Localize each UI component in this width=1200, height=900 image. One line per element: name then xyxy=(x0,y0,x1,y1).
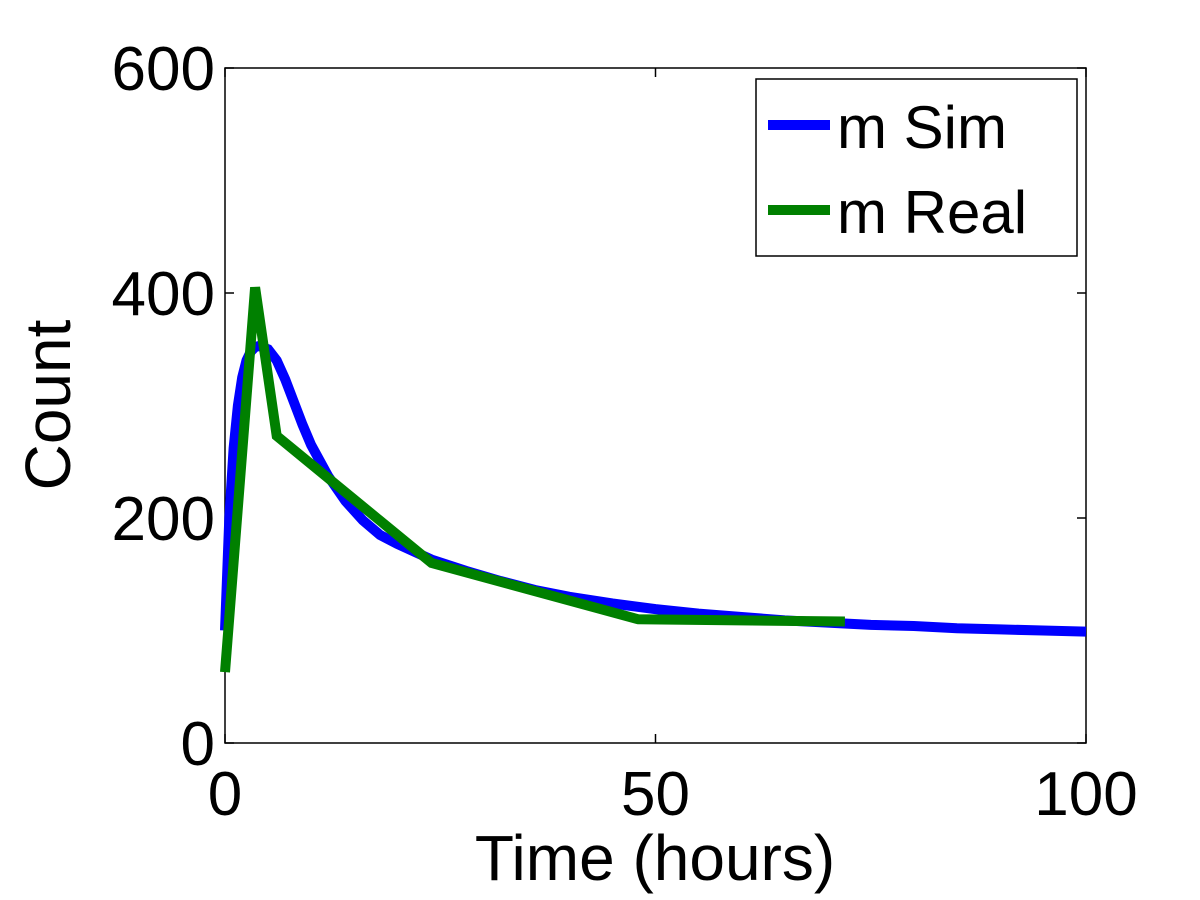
x-axis-label: Time (hours) xyxy=(475,822,835,894)
legend-label-m-sim: m Sim xyxy=(837,94,1007,161)
y-tick-label: 400 xyxy=(112,260,215,329)
tick-labels: 0 50 100 0 200 400 600 xyxy=(112,35,1138,829)
y-axis-label: Count xyxy=(12,319,84,490)
x-tick-label: 100 xyxy=(1034,760,1137,829)
legend-label-m-real: m Real xyxy=(837,179,1027,246)
legend: m Sim m Real xyxy=(755,78,1078,257)
y-tick-label: 0 xyxy=(181,710,215,779)
legend-box xyxy=(755,78,1078,257)
series-line-m-real xyxy=(220,286,845,673)
x-tick-label: 0 xyxy=(208,760,242,829)
y-tick-label: 200 xyxy=(112,485,215,554)
x-tick-label: 50 xyxy=(621,760,690,829)
series-layer xyxy=(220,286,1087,673)
y-tick-label: 600 xyxy=(112,35,215,104)
